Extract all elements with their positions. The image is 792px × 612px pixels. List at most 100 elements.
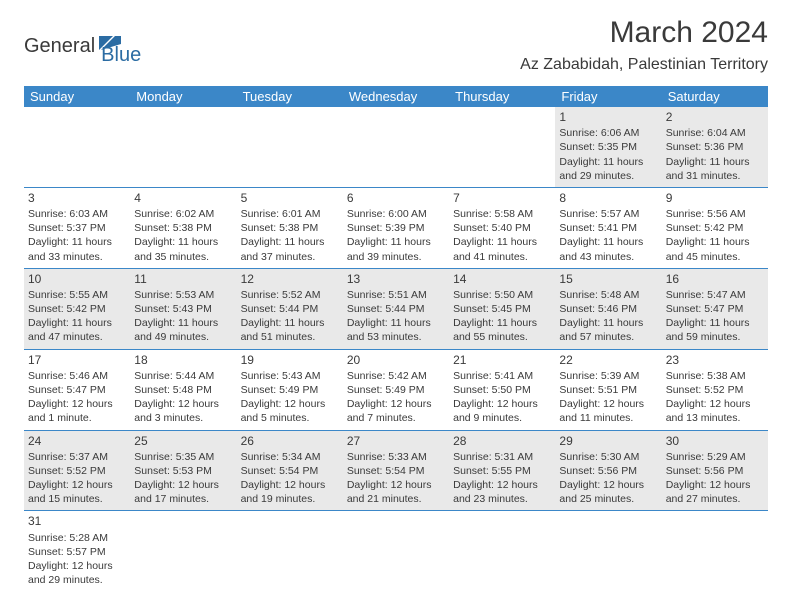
sunset-text: Sunset: 5:54 PM [241, 464, 339, 478]
daylight-text: and 11 minutes. [559, 411, 657, 425]
daylight-text: Daylight: 11 hours [453, 235, 551, 249]
sunrise-text: Sunrise: 5:58 AM [453, 207, 551, 221]
sunset-text: Sunset: 5:52 PM [28, 464, 126, 478]
sunset-text: Sunset: 5:42 PM [666, 221, 764, 235]
sunset-text: Sunset: 5:44 PM [241, 302, 339, 316]
day-number: 31 [28, 513, 126, 529]
calendar-cell: 21Sunrise: 5:41 AMSunset: 5:50 PMDayligh… [449, 349, 555, 430]
calendar-cell: 19Sunrise: 5:43 AMSunset: 5:49 PMDayligh… [237, 349, 343, 430]
daylight-text: Daylight: 12 hours [134, 478, 232, 492]
calendar-cell [343, 107, 449, 187]
daylight-text: and 43 minutes. [559, 250, 657, 264]
sunset-text: Sunset: 5:49 PM [347, 383, 445, 397]
daylight-text: Daylight: 12 hours [666, 478, 764, 492]
daylight-text: and 39 minutes. [347, 250, 445, 264]
calendar-table: Sunday Monday Tuesday Wednesday Thursday… [24, 86, 768, 591]
sunrise-text: Sunrise: 5:48 AM [559, 288, 657, 302]
calendar-cell: 7Sunrise: 5:58 AMSunset: 5:40 PMDaylight… [449, 187, 555, 268]
sunrise-text: Sunrise: 5:55 AM [28, 288, 126, 302]
calendar-cell: 8Sunrise: 5:57 AMSunset: 5:41 PMDaylight… [555, 187, 661, 268]
daylight-text: and 59 minutes. [666, 330, 764, 344]
day-number: 15 [559, 271, 657, 287]
day-number: 4 [134, 190, 232, 206]
day-number: 30 [666, 433, 764, 449]
sunset-text: Sunset: 5:55 PM [453, 464, 551, 478]
sunrise-text: Sunrise: 5:38 AM [666, 369, 764, 383]
calendar-cell: 28Sunrise: 5:31 AMSunset: 5:55 PMDayligh… [449, 430, 555, 511]
day-number: 21 [453, 352, 551, 368]
daylight-text: Daylight: 11 hours [241, 316, 339, 330]
sunrise-text: Sunrise: 5:50 AM [453, 288, 551, 302]
daylight-text: Daylight: 11 hours [559, 316, 657, 330]
sunrise-text: Sunrise: 6:01 AM [241, 207, 339, 221]
daylight-text: Daylight: 11 hours [241, 235, 339, 249]
sunset-text: Sunset: 5:56 PM [666, 464, 764, 478]
daylight-text: and 57 minutes. [559, 330, 657, 344]
sunset-text: Sunset: 5:40 PM [453, 221, 551, 235]
calendar-cell: 29Sunrise: 5:30 AMSunset: 5:56 PMDayligh… [555, 430, 661, 511]
daylight-text: and 27 minutes. [666, 492, 764, 506]
day-number: 17 [28, 352, 126, 368]
day-number: 3 [28, 190, 126, 206]
col-tuesday: Tuesday [237, 86, 343, 107]
day-number: 14 [453, 271, 551, 287]
daylight-text: Daylight: 12 hours [28, 559, 126, 573]
sunrise-text: Sunrise: 6:02 AM [134, 207, 232, 221]
calendar-cell [24, 107, 130, 187]
sunrise-text: Sunrise: 5:51 AM [347, 288, 445, 302]
sunset-text: Sunset: 5:42 PM [28, 302, 126, 316]
sunset-text: Sunset: 5:38 PM [241, 221, 339, 235]
page-title: March 2024 [520, 16, 768, 50]
calendar-cell: 12Sunrise: 5:52 AMSunset: 5:44 PMDayligh… [237, 268, 343, 349]
sunrise-text: Sunrise: 5:44 AM [134, 369, 232, 383]
daylight-text: Daylight: 11 hours [453, 316, 551, 330]
sunrise-text: Sunrise: 5:28 AM [28, 531, 126, 545]
calendar-cell: 5Sunrise: 6:01 AMSunset: 5:38 PMDaylight… [237, 187, 343, 268]
sunrise-text: Sunrise: 5:39 AM [559, 369, 657, 383]
daylight-text: Daylight: 11 hours [666, 316, 764, 330]
calendar-cell: 23Sunrise: 5:38 AMSunset: 5:52 PMDayligh… [662, 349, 768, 430]
sunrise-text: Sunrise: 5:42 AM [347, 369, 445, 383]
day-number: 26 [241, 433, 339, 449]
calendar-cell [555, 511, 661, 591]
calendar-cell: 11Sunrise: 5:53 AMSunset: 5:43 PMDayligh… [130, 268, 236, 349]
location-label: Az Zababidah, Palestinian Territory [520, 56, 768, 74]
day-number: 25 [134, 433, 232, 449]
sunset-text: Sunset: 5:37 PM [28, 221, 126, 235]
daylight-text: and 47 minutes. [28, 330, 126, 344]
daylight-text: Daylight: 12 hours [28, 478, 126, 492]
sunset-text: Sunset: 5:52 PM [666, 383, 764, 397]
calendar-cell: 14Sunrise: 5:50 AMSunset: 5:45 PMDayligh… [449, 268, 555, 349]
day-number: 23 [666, 352, 764, 368]
day-number: 28 [453, 433, 551, 449]
sunset-text: Sunset: 5:38 PM [134, 221, 232, 235]
daylight-text: Daylight: 12 hours [241, 397, 339, 411]
day-number: 29 [559, 433, 657, 449]
daylight-text: and 5 minutes. [241, 411, 339, 425]
daylight-text: Daylight: 11 hours [666, 155, 764, 169]
title-block: March 2024 Az Zababidah, Palestinian Ter… [520, 16, 768, 74]
calendar-cell: 24Sunrise: 5:37 AMSunset: 5:52 PMDayligh… [24, 430, 130, 511]
sunrise-text: Sunrise: 5:43 AM [241, 369, 339, 383]
daylight-text: and 49 minutes. [134, 330, 232, 344]
daylight-text: Daylight: 12 hours [241, 478, 339, 492]
calendar-cell: 9Sunrise: 5:56 AMSunset: 5:42 PMDaylight… [662, 187, 768, 268]
col-thursday: Thursday [449, 86, 555, 107]
calendar-cell [130, 511, 236, 591]
calendar-cell [662, 511, 768, 591]
day-number: 8 [559, 190, 657, 206]
calendar-cell: 22Sunrise: 5:39 AMSunset: 5:51 PMDayligh… [555, 349, 661, 430]
sunrise-text: Sunrise: 5:37 AM [28, 450, 126, 464]
daylight-text: and 1 minute. [28, 411, 126, 425]
daylight-text: Daylight: 11 hours [347, 235, 445, 249]
daylight-text: and 17 minutes. [134, 492, 232, 506]
daylight-text: and 25 minutes. [559, 492, 657, 506]
daylight-text: and 7 minutes. [347, 411, 445, 425]
calendar-cell: 26Sunrise: 5:34 AMSunset: 5:54 PMDayligh… [237, 430, 343, 511]
calendar-cell: 1Sunrise: 6:06 AMSunset: 5:35 PMDaylight… [555, 107, 661, 187]
calendar-cell: 16Sunrise: 5:47 AMSunset: 5:47 PMDayligh… [662, 268, 768, 349]
daylight-text: Daylight: 11 hours [666, 235, 764, 249]
daylight-text: Daylight: 11 hours [559, 155, 657, 169]
daylight-text: and 21 minutes. [347, 492, 445, 506]
col-saturday: Saturday [662, 86, 768, 107]
